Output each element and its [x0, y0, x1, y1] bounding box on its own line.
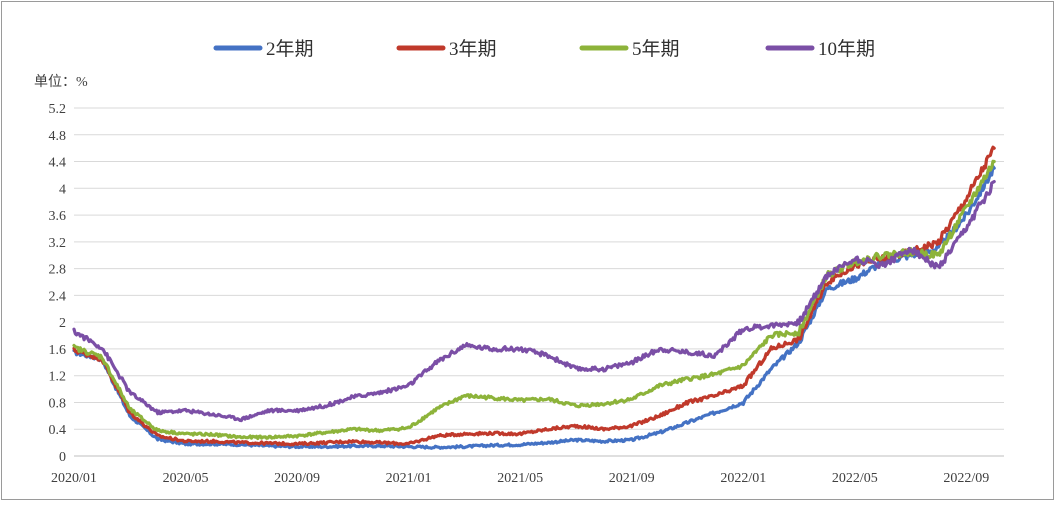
legend-item-2: 5年期 [579, 38, 680, 60]
y-tick-label: 1.6 [49, 343, 67, 358]
y-tick-label: 3.6 [49, 209, 67, 224]
x-tick-label: 2022/01 [720, 471, 766, 486]
legend-label: 5年期 [632, 38, 680, 60]
x-tick-label: 2022/09 [943, 471, 989, 486]
series-line-2 [72, 159, 996, 441]
legend-label: 10年期 [818, 38, 875, 60]
y-tick-label: 2 [59, 316, 66, 331]
x-tick-label: 2020/01 [51, 471, 97, 486]
legend-item-0: 2年期 [213, 38, 314, 60]
series-lines [72, 145, 996, 450]
y-tick-label: 0.4 [49, 423, 67, 438]
legend: 2年期 3年期 5年期 10年期 [213, 38, 875, 60]
gridlines [74, 107, 1004, 457]
y-tick-label: 2.4 [49, 289, 67, 304]
y-tick-label: 4.8 [49, 129, 67, 144]
x-tick-label: 2021/05 [497, 471, 543, 486]
series-line-3 [72, 180, 996, 423]
y-tick-label: 0.8 [49, 396, 67, 411]
legend-item-1: 3年期 [396, 38, 497, 60]
series-line-0 [72, 164, 996, 450]
x-tick-label: 2022/05 [832, 471, 878, 486]
y-tick-label: 0 [59, 450, 66, 465]
x-tick-label: 2020/05 [163, 471, 209, 486]
y-tick-label: 3.2 [49, 236, 67, 251]
y-axis: 0 0.4 0.8 1.2 1.6 2 2.4 2.8 3.2 3.6 4 4.4 4.8 5.2 [49, 102, 67, 465]
y-tick-label: 2.8 [49, 263, 67, 278]
legend-label: 3年期 [449, 38, 497, 60]
x-tick-label: 2021/01 [386, 471, 432, 486]
x-tick-label: 2020/09 [274, 471, 320, 486]
y-tick-label: 1.2 [49, 370, 67, 385]
series-line-1 [72, 145, 996, 447]
x-tick-label: 2021/09 [609, 471, 655, 486]
y-tick-label: 4 [59, 182, 66, 197]
legend-label: 2年期 [266, 38, 314, 60]
x-axis: 2020/01 2020/05 2020/09 2021/01 2021/05 2021/… [51, 471, 989, 486]
legend-item-3: 10年期 [765, 38, 875, 60]
y-tick-label: 4.4 [49, 156, 67, 171]
y-tick-label: 5.2 [49, 102, 67, 117]
unit-label: 单位：% [34, 74, 88, 90]
